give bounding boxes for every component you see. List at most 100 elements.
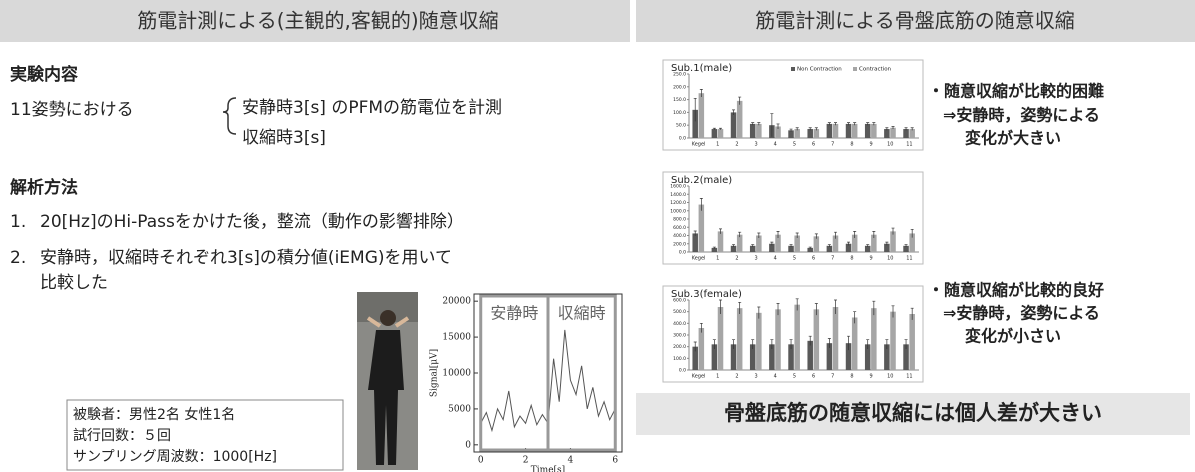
y-tick-label: 5000 [448,404,471,414]
note: ⇒安静時，姿勢による [943,304,1100,323]
x-tick-label: 11 [906,256,912,262]
y-tick-label: 600.0 [673,225,686,231]
x-tick-label: 6 [812,256,815,262]
bar [903,129,909,138]
x-tick-label: 4 [568,456,574,466]
bar [865,124,871,138]
y-tick-label: 20000 [442,297,471,307]
bar [737,235,743,252]
slide: 筋電計測による(主観的,客観的)随意収縮 筋電計測による骨盤底筋の随意収縮 実験… [0,0,1195,472]
x-tick-label: 9 [869,256,872,262]
text: 安静時，収縮時それぞれ3[s]の積分値(iEMG)を用いて [40,248,452,268]
chart-title: Sub.1(male) [671,63,732,74]
y-tick-label: 50.0 [676,123,686,129]
y-tick-label: 1400.0 [670,192,686,198]
x-tick-label: 11 [906,142,912,148]
bar [737,101,743,138]
y-axis-label: Signal[μV] [430,349,440,397]
x-tick-label: 6 [612,456,618,466]
x-tick-label: Kegel [692,142,706,148]
y-tick-label: 0.0 [679,368,686,374]
x-tick-label: 8 [850,374,853,380]
bar [756,313,762,370]
text: 収縮時3[s] [242,128,326,148]
x-tick-label: 4 [774,142,777,148]
bar [737,308,743,370]
bar [794,129,800,138]
bar [718,129,724,138]
y-tick-label: 200.0 [673,241,686,247]
chart-title: Sub.2(male) [671,175,732,186]
x-tick-label: 1 [716,374,719,380]
x-tick-label: 7 [831,142,834,148]
bar [699,93,705,138]
bar [871,124,877,138]
legend-swatch [853,67,857,71]
x-tick-label: 1 [716,142,719,148]
y-tick-label: 100.0 [673,356,686,362]
bar [794,305,800,370]
x-tick-label: 2 [735,142,738,148]
y-tick-label: 400.0 [673,321,686,327]
text: サンプリング周波数：1000[Hz] [73,449,277,465]
x-tick-label: 10 [887,142,893,148]
x-tick-label: 1 [716,256,719,262]
list-number: 1. [10,212,26,232]
region-label: 安静時 [490,304,538,323]
y-tick-label: 500.0 [673,309,686,315]
y-tick-label: 200.0 [673,84,686,90]
legend-swatch [791,67,795,71]
bar [814,129,820,138]
x-axis-label: Time[s] [531,466,565,472]
bar [699,205,705,252]
bar [692,233,698,252]
x-tick-label: 3 [754,256,757,262]
conclusion: 骨盤底筋の随意収縮には個人差が大きい [724,401,1102,425]
note: ・随意収縮が比較的良好 [928,281,1104,300]
bar [699,328,705,370]
x-tick-label: 8 [850,142,853,148]
y-tick-label: 300.0 [673,333,686,339]
bar [852,318,858,371]
y-tick-label: 800.0 [673,217,686,223]
legend-label: Contraction [859,67,892,73]
legend-label: Non Contraction [797,67,842,73]
note: 変化が大きい [965,129,1061,148]
x-tick-label: 9 [869,374,872,380]
y-tick-label: 10000 [442,369,471,379]
y-tick-label: 100.0 [673,110,686,116]
bar [712,129,718,138]
x-tick-label: 3 [754,142,757,148]
y-tick-label: 150.0 [673,97,686,103]
x-tick-label: 10 [887,256,893,262]
chart-title: Sub.3(female) [671,289,742,300]
x-tick-label: Kegel [692,256,706,262]
text: 試行回数：５回 [73,428,171,444]
note: ・随意収縮が比較的困難 [928,82,1104,101]
bar [814,309,820,370]
y-tick-label: 1200.0 [670,200,686,206]
x-tick-label: 6 [812,142,815,148]
x-tick-label: 7 [831,374,834,380]
x-tick-label: 4 [774,256,777,262]
x-tick-label: 5 [793,142,796,148]
bar [750,124,756,138]
bar [731,112,737,138]
x-tick-label: 6 [812,374,815,380]
y-tick-label: 0 [465,440,471,450]
list-number: 2. [10,248,26,268]
bar [833,124,839,138]
x-tick-label: 2 [735,256,738,262]
text: 安静時3[s] のPFMの筋電位を計測 [242,98,502,118]
x-tick-label: 11 [906,374,912,380]
heading: 解析方法 [10,177,78,198]
y-tick-label: 400.0 [673,233,686,239]
bar [718,231,724,252]
text: 20[Hz]のHi-Passをかけた後，整流（動作の影響排除） [40,212,464,232]
x-tick-label: 7 [831,256,834,262]
note: ⇒安静時，姿勢による [943,106,1100,125]
bar [909,129,915,138]
bar [846,124,852,138]
x-tick-label: 9 [869,142,872,148]
y-tick-label: 15000 [442,333,471,343]
